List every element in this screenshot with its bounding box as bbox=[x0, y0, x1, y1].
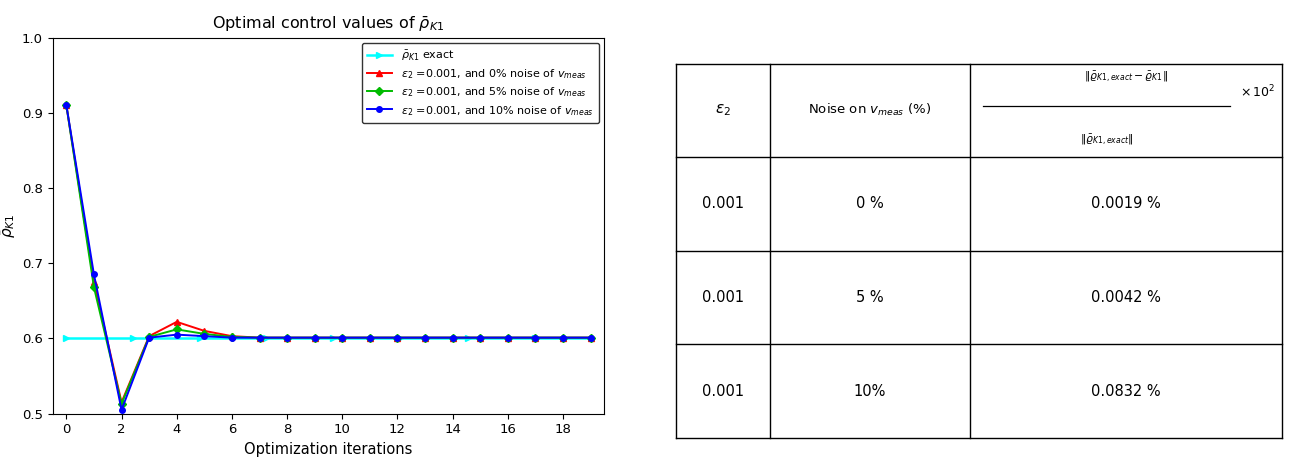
Text: $\|\bar{\varrho}_{K1,exact}\|$: $\|\bar{\varrho}_{K1,exact}\|$ bbox=[1080, 132, 1133, 147]
Text: $\|\bar{\varrho}_{K1,exact} - \bar{\varrho}_{K1}\|$: $\|\bar{\varrho}_{K1,exact} - \bar{\varr… bbox=[1084, 69, 1168, 84]
Text: 0.0019 %: 0.0019 % bbox=[1091, 196, 1160, 212]
Legend: $\bar{\rho}_{K1}$ exact, $\epsilon_2$ =0.001, and 0% noise of $v_{meas}$, $\epsi: $\bar{\rho}_{K1}$ exact, $\epsilon_2$ =0… bbox=[361, 43, 599, 123]
Text: 0.001: 0.001 bbox=[702, 290, 744, 305]
Text: 10%: 10% bbox=[854, 384, 886, 399]
Text: 0.0042 %: 0.0042 % bbox=[1091, 290, 1160, 305]
Text: $\epsilon_2$: $\epsilon_2$ bbox=[715, 102, 731, 118]
Text: Noise on $v_{meas}$ (%): Noise on $v_{meas}$ (%) bbox=[808, 102, 932, 118]
Text: $\times\,10^2$: $\times\,10^2$ bbox=[1240, 84, 1275, 101]
Text: 0.001: 0.001 bbox=[702, 384, 744, 399]
Title: Optimal control values of $\bar{\rho}_{K1}$: Optimal control values of $\bar{\rho}_{K… bbox=[213, 15, 444, 34]
Text: 5 %: 5 % bbox=[857, 290, 884, 305]
Text: 0.0832 %: 0.0832 % bbox=[1091, 384, 1160, 399]
Text: 0 %: 0 % bbox=[857, 196, 884, 212]
Y-axis label: $\bar{\rho}_{K1}$: $\bar{\rho}_{K1}$ bbox=[0, 213, 17, 238]
Text: 0.001: 0.001 bbox=[702, 196, 744, 212]
X-axis label: Optimization iterations: Optimization iterations bbox=[244, 442, 413, 457]
